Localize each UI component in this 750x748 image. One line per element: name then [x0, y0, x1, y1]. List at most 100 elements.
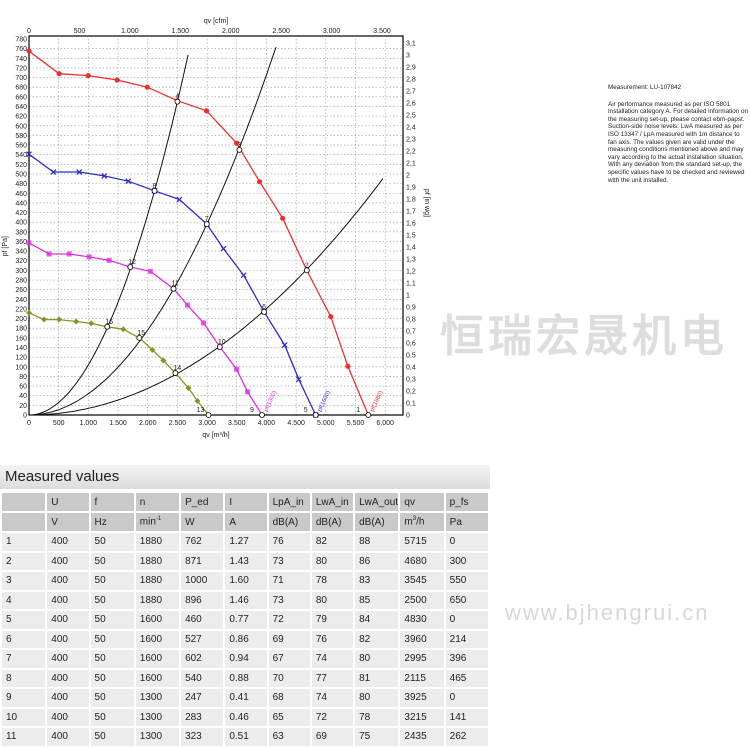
y-tick-label: 100 [15, 364, 27, 371]
y2-tick-label: 1,1 [406, 280, 416, 287]
operating-point [203, 221, 210, 228]
table-cell: 400 [47, 552, 89, 570]
data-point-square [106, 257, 112, 263]
y2-tick-label: 0,8 [406, 316, 416, 323]
data-point-circle [257, 179, 263, 185]
table-cell: LwA_in [311, 493, 354, 511]
y2-tick-label: 0,9 [406, 304, 416, 311]
table-cell: 11 [2, 728, 46, 746]
table-cell: 79 [311, 611, 354, 629]
operating-point-label: 9 [250, 407, 254, 414]
y2-tick-label: 0,1 [406, 400, 416, 407]
x-tick-label: 4.000 [258, 420, 276, 427]
data-point-x [295, 376, 302, 383]
table-cell: 540 [181, 669, 224, 687]
y2-tick-label: 1,8 [406, 196, 416, 203]
operating-point-label: 2 [305, 262, 309, 269]
table-cell: 0.41 [225, 689, 267, 707]
data-point-square [147, 268, 153, 274]
y2-tick-label: 0,6 [406, 340, 416, 347]
data-point-x [220, 245, 227, 252]
table-cell: dB(A) [355, 513, 399, 531]
y2-tick-label: 3 [406, 52, 410, 59]
operating-point-label: 1 [356, 407, 360, 414]
y-tick-label: 340 [15, 249, 27, 256]
y2-tick-label: 2,2 [406, 148, 416, 155]
y2-tick-label: 2,9 [406, 64, 416, 71]
table-cell: 0 [445, 533, 488, 551]
measurement-notes: Air performance measured as per ISO 5801… [608, 100, 749, 184]
operating-point [174, 98, 181, 105]
y-tick-label: 180 [15, 326, 27, 333]
table-cell: 400 [47, 689, 89, 707]
y-tick-label: 480 [15, 181, 27, 188]
table-row: 4 400 50 1880 896 1.46 73 80 85 2500 650 [2, 591, 488, 609]
y2-tick-label: 1,7 [406, 208, 416, 215]
fan-performance-chart: 0204060801001201401601802002202402602803… [2, 18, 430, 439]
table-cell: 83 [355, 572, 399, 590]
y2-tick-label: 2,7 [406, 88, 416, 95]
operating-point-label: 7 [205, 216, 209, 223]
y2-tick-label: 0,4 [406, 364, 416, 371]
x2-tick-label: 500 [74, 28, 86, 35]
table-cell: 400 [47, 650, 89, 668]
data-point-x [281, 342, 288, 349]
table-cell: 602 [181, 650, 224, 668]
table-cell: 1600 [135, 630, 180, 648]
table-cell: 1000 [181, 572, 224, 590]
data-point-x [76, 169, 83, 176]
table-row: 8 400 50 1600 540 0.88 70 77 81 2115 465 [2, 669, 488, 687]
table-row: 2 400 50 1880 871 1.43 73 80 86 4680 300 [2, 552, 488, 570]
operating-point-label: 14 [173, 365, 181, 372]
y-tick-label: 680 [15, 85, 27, 92]
table-cell: 1 [2, 533, 46, 551]
y-axis-label: pf [Pa] [2, 236, 9, 256]
table-cell: 262 [445, 728, 488, 746]
fan-curve-line [28, 153, 317, 416]
operating-point [312, 412, 319, 418]
y-tick-label: 560 [15, 143, 27, 150]
table-cell: 2995 [400, 650, 444, 668]
series-label: pf(1600) [317, 390, 332, 413]
table-cell: 88 [355, 533, 399, 551]
y-tick-label: 160 [15, 335, 27, 342]
table-cell: 460 [181, 611, 224, 629]
y-tick-label: 140 [15, 345, 27, 352]
operating-point [205, 412, 212, 418]
y2-tick-label: 3,1 [406, 40, 416, 47]
y-tick-label: 380 [15, 229, 27, 236]
table-cell: 9 [2, 689, 46, 707]
y-tick-label: 460 [15, 191, 27, 198]
plot-frame [28, 35, 404, 416]
table-cell: P_ed [181, 493, 224, 511]
x2-tick-label: 3.500 [373, 28, 391, 35]
data-point-circle [280, 215, 286, 221]
table-cell: 400 [47, 669, 89, 687]
table-cell: 871 [181, 552, 224, 570]
table-cell: 63 [268, 728, 310, 746]
y2-tick-label: 2,8 [406, 76, 416, 83]
table-row: 11 400 50 1300 323 0.51 63 69 75 2435 262 [2, 728, 488, 746]
data-point-circle [328, 314, 334, 320]
data-point-diamond [160, 357, 167, 364]
table-cell: 300 [445, 552, 488, 570]
data-point-square [66, 251, 72, 257]
y-tick-label: 600 [15, 123, 27, 130]
table-cell: 50 [90, 669, 134, 687]
data-point-square [184, 302, 190, 308]
y2-tick-label: 1,2 [406, 268, 416, 275]
table-cell: 1600 [135, 611, 180, 629]
y-tick-label: 360 [15, 239, 27, 246]
y-tick-label: 720 [15, 65, 27, 72]
x2-tick-label: 3.000 [323, 28, 341, 35]
table-row: 10 400 50 1300 283 0.46 65 72 78 3215 141 [2, 708, 488, 726]
x-tick-label: 500 [53, 420, 65, 427]
table-cell: 3215 [400, 708, 444, 726]
table-cell: 323 [181, 728, 224, 746]
table-cell: 1300 [135, 708, 180, 726]
table-cell: 81 [355, 669, 399, 687]
table-cell: 1600 [135, 669, 180, 687]
data-point-x [26, 151, 32, 158]
table-cell: 69 [268, 630, 310, 648]
